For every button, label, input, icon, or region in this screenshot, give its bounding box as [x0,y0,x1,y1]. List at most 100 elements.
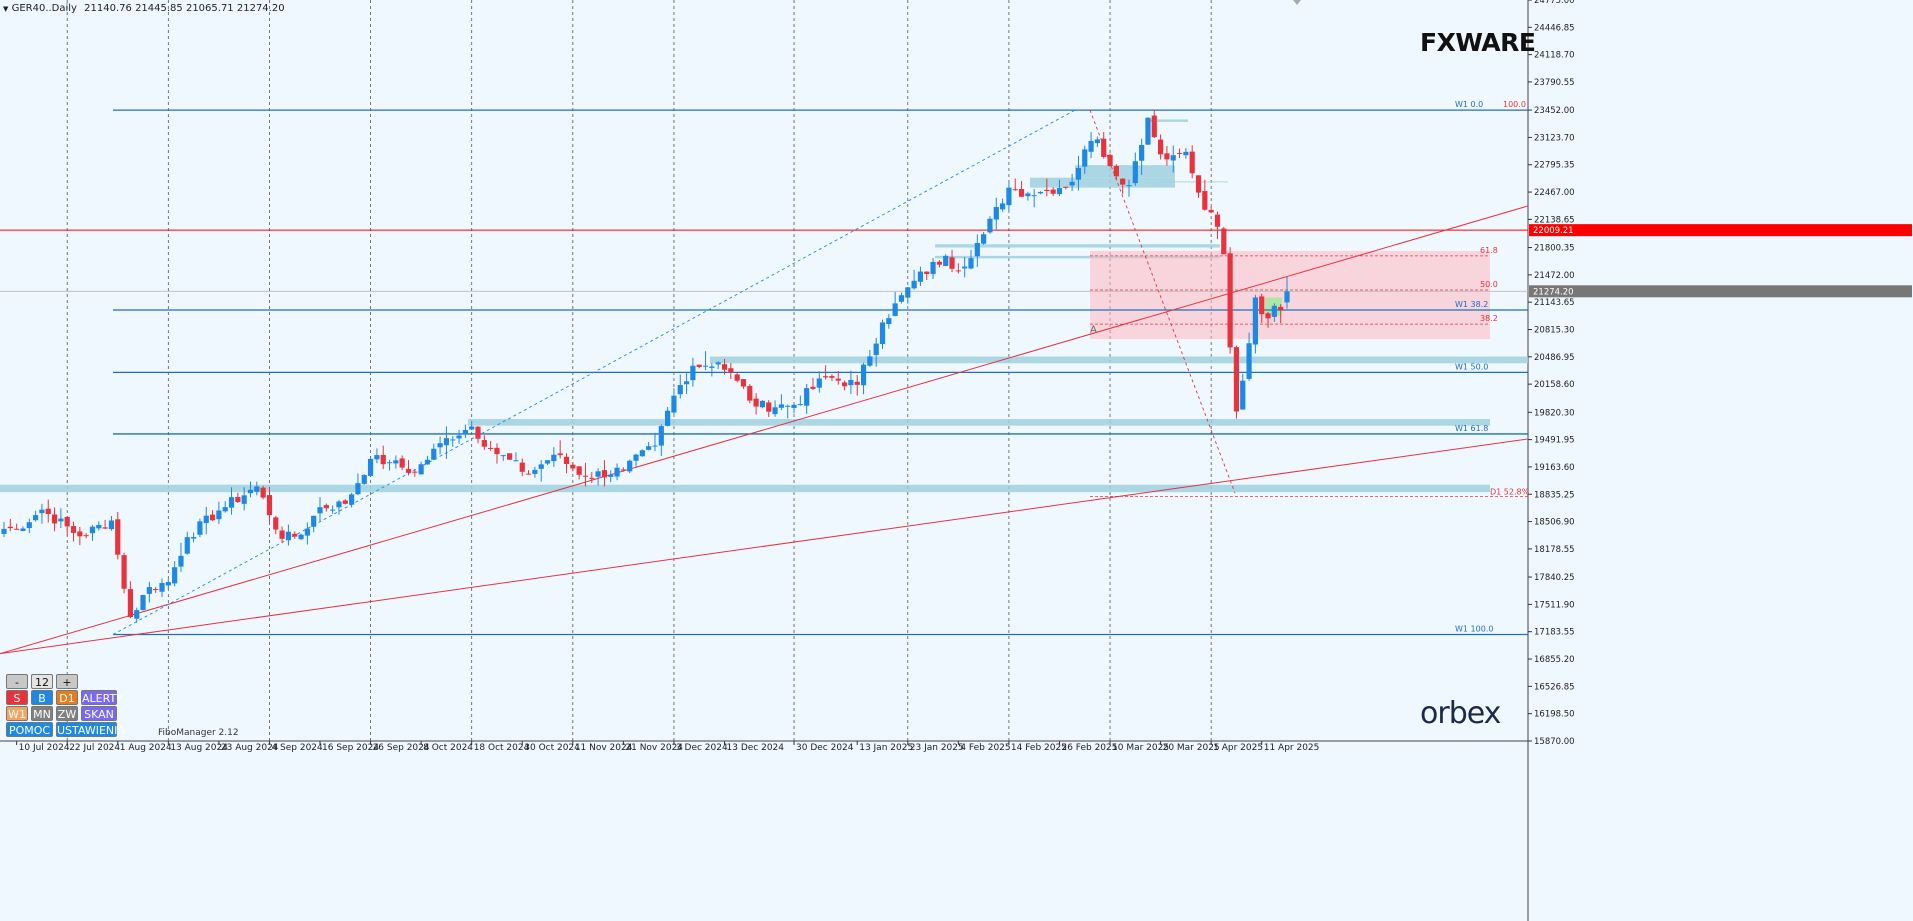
candle-bearish [1063,186,1069,188]
candle-bearish [823,376,829,378]
candle-bullish [905,287,911,298]
x-tick-label: 30 Oct 2024 [524,743,580,753]
candle-bullish [39,509,45,514]
toolbar-button-b[interactable]: B [31,690,53,705]
candle-bullish [311,515,317,527]
toolbar-button-skan[interactable]: SKAN [81,706,117,721]
y-tick-label: 23123.70 [1534,133,1575,143]
y-tick-label: 22467.00 [1534,188,1575,198]
w1-fibo-label: W1 50.0 [1455,362,1488,371]
candle-bearish [14,528,20,530]
step-value-field[interactable]: 12 [31,674,53,689]
candle-bearish [728,368,734,373]
x-tick-label: 10 Mar 2025 [1112,743,1169,753]
candle-bullish [917,271,924,282]
y-tick-label: 16526.85 [1534,682,1575,692]
candle-bullish [930,262,936,275]
candle-bullish [1145,117,1151,145]
candle-bullish [804,388,810,406]
candle-bullish [999,203,1006,210]
candle-bullish [658,426,664,446]
candle-bearish [936,261,942,265]
candle-bearish [266,495,273,516]
toolbar-button-w1[interactable]: W1 [6,706,28,721]
candle-bullish [184,537,190,554]
candle-bullish [355,483,361,495]
toolbar-button-alerty[interactable]: ALERTY [81,690,123,705]
candle-bullish [709,366,715,368]
x-tick-label: 21 Nov 2024 [625,743,683,753]
candle-bullish [898,295,905,302]
candle-bearish [380,454,386,465]
plot-area[interactable] [0,0,1528,741]
candle-bullish [203,515,209,524]
toolbar-button-ustawienia[interactable]: USTAWIENIA [56,722,125,737]
candle-bullish [873,343,879,356]
y-tick-label: 17183.55 [1534,628,1575,638]
menu-triangle-icon[interactable]: ▼ [3,5,9,13]
candle-bullish [456,435,462,439]
candle-bullish [816,378,822,388]
candle-bullish [1170,155,1176,161]
x-tick-label: 1 Apr 2025 [1213,743,1263,753]
candle-bullish [1075,167,1082,180]
price-badge-label: 21274.20 [1533,287,1574,297]
price-badge [1529,285,1912,298]
x-tick-label: 22 Jul 2024 [69,743,120,753]
candle-bearish [740,379,747,387]
resistance-zone [935,255,1220,259]
candle-bullish [665,410,671,426]
candle-bearish [1018,189,1025,197]
candle-bearish [115,519,121,555]
candle-bullish [791,404,797,408]
candle-bullish [386,462,393,464]
x-tick-label: 10 Jul 2024 [19,743,70,753]
candle-bullish [627,460,633,472]
toolbar-button-pomoc[interactable]: POMOC [6,722,53,737]
candle-bullish [1246,343,1252,379]
candle-bearish [1120,178,1126,185]
candle-bullish [96,524,102,529]
candle-bearish [83,535,89,537]
resistance-zone [935,244,1220,248]
candle-bullish [652,445,658,447]
candle-bearish [273,517,279,530]
candle-bullish [317,507,323,514]
candle-bearish [475,426,481,439]
fibo-level-label: 61.8 [1480,246,1498,255]
candle-bullish [614,467,620,477]
toolbar-button-d1[interactable]: D1 [56,690,78,705]
candle-bullish [197,521,203,535]
decrement-button[interactable]: - [6,674,28,689]
support-zone [0,484,1490,493]
increment-button[interactable]: + [56,674,78,689]
candle-bullish [1284,291,1290,303]
candle-bearish [1221,228,1227,255]
trendline-dotted [112,109,1076,635]
candle-bullish [500,455,506,457]
toolbar-button-mn[interactable]: MN [31,706,53,721]
candle-bearish [1012,189,1018,191]
candle-bullish [349,494,355,505]
scroll-marker-icon[interactable] [1293,0,1301,5]
candle-bullish [1132,161,1138,184]
header-info: ▼ GER40..Daily 21140.76 21445.85 21065.7… [3,3,285,14]
toolbar-button-zw[interactable]: ZW [56,706,78,721]
candle-bearish [323,505,329,509]
y-tick-label: 19820.30 [1534,408,1575,418]
candle-bullish [1006,187,1012,206]
candle-bearish [753,398,759,407]
x-tick-label: 1 Aug 2024 [120,743,172,753]
candle-bearish [51,514,58,524]
candle-bullish [778,404,784,408]
candle-bearish [582,475,589,477]
candle-bullish [26,522,32,529]
candle-bullish [1271,305,1277,317]
candle-bearish [45,508,51,515]
resistance-zone [1075,165,1175,178]
toolbar-button-s[interactable]: S [6,690,28,705]
candle-bullish [450,439,456,441]
candle-bearish [77,531,83,537]
candle-bearish [7,526,13,529]
